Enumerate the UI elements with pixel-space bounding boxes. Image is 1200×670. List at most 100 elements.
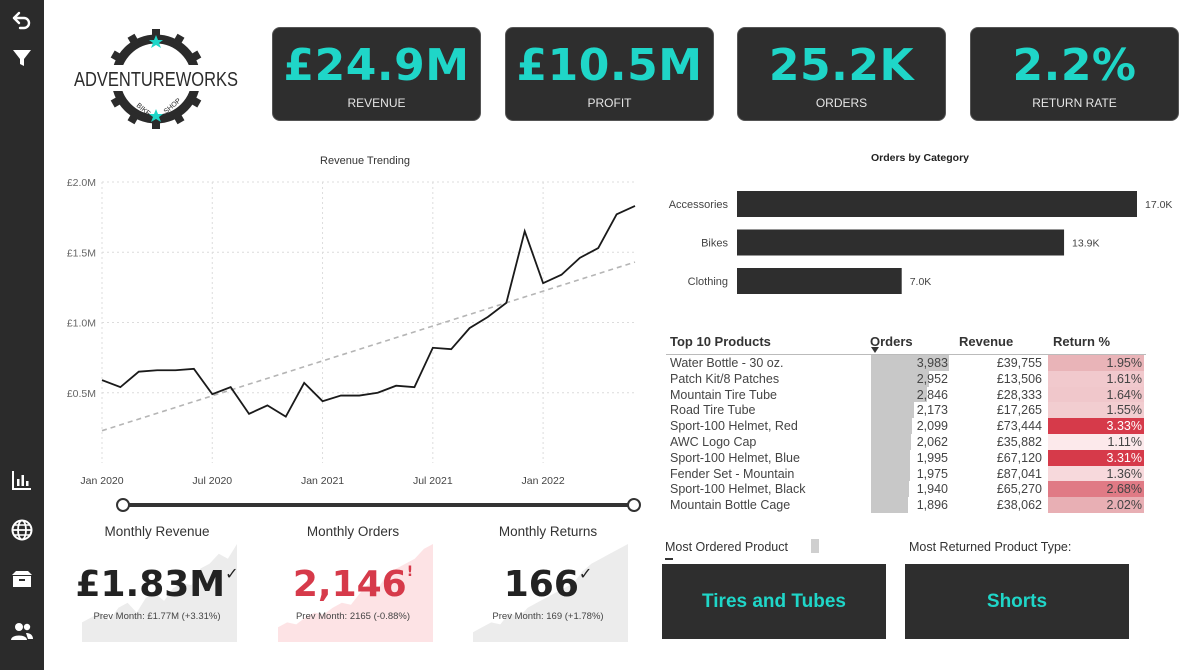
sparkline-area <box>473 544 628 642</box>
revenue-value: £67,120 <box>996 450 1042 465</box>
orders-value: 2,062 <box>916 434 948 449</box>
table-row[interactable]: Fender Set - Mountain 1,975 £87,041 1.36% <box>666 465 1146 482</box>
kpi-profit[interactable]: £10.5M PROFIT <box>505 27 714 121</box>
most-returned-label: Most Returned Product Type: <box>909 540 1072 554</box>
return-heat-cell <box>1048 497 1144 513</box>
kpi-return-rate[interactable]: 2.2% RETURN RATE <box>970 27 1179 121</box>
y-tick-label: £0.5M <box>67 388 96 400</box>
monthly-title: Monthly Revenue <box>104 524 210 539</box>
category-bar[interactable] <box>737 268 902 294</box>
orders-value: 1,975 <box>916 466 948 481</box>
return-value: 1.11% <box>1107 434 1142 449</box>
small-indicator <box>811 539 819 553</box>
table-row[interactable]: Mountain Tire Tube 2,846 £28,333 1.64% <box>666 386 1146 403</box>
return-heat-cell <box>1048 433 1144 450</box>
sparkline-area <box>82 544 237 642</box>
bar-chart-icon[interactable] <box>8 466 36 494</box>
table-row[interactable]: AWC Logo Cap 2,062 £35,882 1.11% <box>666 433 1146 450</box>
most-returned-card[interactable]: Shorts <box>905 564 1129 639</box>
return-heat-cell <box>1048 449 1144 466</box>
monthly-returns-card[interactable]: Monthly Returns 166✓ Prev Month: 169 (+1… <box>453 520 643 642</box>
monthly-title: Monthly Returns <box>498 524 598 539</box>
revenue-trending-chart[interactable]: £0.5M £1.0M £1.5M £2.0M Jan 2020 Jul 2020 Jan … <box>60 170 650 530</box>
kpi-label: ORDERS <box>815 96 868 110</box>
return-heat-cell <box>1048 481 1144 498</box>
col-header-orders[interactable]: Orders <box>870 334 913 349</box>
most-returned-value: Shorts <box>986 590 1048 612</box>
orders-value: 2,952 <box>916 371 948 386</box>
orders-value: 1,995 <box>916 450 948 465</box>
orders-databar <box>871 370 929 387</box>
return-value: 2.68% <box>1106 482 1142 497</box>
table-row[interactable]: Road Tire Tube 2,173 £17,265 1.55% <box>666 402 1146 419</box>
sidebar <box>0 0 44 670</box>
table-row[interactable]: Water Bottle - 30 oz. 3,983 £39,755 1.95% <box>666 355 1146 371</box>
orders-value: 1,896 <box>916 498 948 513</box>
table-row[interactable]: Sport-100 Helmet, Red 2,099 £73,444 3.33% <box>666 418 1146 434</box>
monthly-orders-card[interactable]: Monthly Orders 2,146! Prev Month: 2165 (… <box>258 520 448 642</box>
return-heat-cell <box>1048 465 1144 482</box>
product-name: Patch Kit/8 Patches <box>670 371 780 386</box>
x-tick-label: Jan 2021 <box>301 475 344 487</box>
monthly-value: £1.83M✓ <box>75 564 239 605</box>
kpi-revenue[interactable]: £24.9M REVENUE <box>272 27 481 121</box>
most-ordered-label: Most Ordered Product <box>665 540 788 554</box>
users-icon[interactable] <box>8 617 36 645</box>
product-name: Sport-100 Helmet, Black <box>670 482 806 497</box>
orders-value: 3,983 <box>916 356 948 370</box>
category-value-label: 7.0K <box>910 276 932 288</box>
kpi-value: 25.2K <box>768 40 915 91</box>
slider-handle-end[interactable] <box>627 498 641 512</box>
orders-databar <box>871 449 911 466</box>
slider-handle-start[interactable] <box>116 498 130 512</box>
orders-value: 2,846 <box>916 387 948 402</box>
y-tick-label: £1.0M <box>67 318 96 330</box>
orders-databar <box>871 386 927 403</box>
category-label: Bikes <box>701 238 728 250</box>
return-heat-cell <box>1048 386 1144 403</box>
orders-databar <box>871 465 910 482</box>
table-row[interactable]: Mountain Bottle Cage 1,896 £38,062 2.02% <box>666 497 1146 513</box>
return-value: 2.02% <box>1106 498 1142 513</box>
kpi-label: PROFIT <box>587 96 632 110</box>
table-row[interactable]: Sport-100 Helmet, Blue 1,995 £67,120 3.31% <box>666 449 1146 466</box>
return-value: 1.61% <box>1106 371 1142 386</box>
col-header-return[interactable]: Return % <box>1053 334 1111 349</box>
monthly-value: 166✓ <box>503 564 593 605</box>
orders-by-category-chart[interactable]: Accessories 17.0K Bikes 13.9K Clothing 7.0K <box>660 180 1180 305</box>
product-name: AWC Logo Cap <box>670 434 757 449</box>
category-bar[interactable] <box>737 229 1065 256</box>
return-heat-cell <box>1048 418 1144 434</box>
y-tick-label: £1.5M <box>67 247 96 259</box>
revenue-value: £73,444 <box>996 419 1042 434</box>
table-row[interactable]: Sport-100 Helmet, Black 1,940 £65,270 2.68% <box>666 481 1146 498</box>
product-name: Fender Set - Mountain <box>670 466 795 481</box>
revenue-line[interactable] <box>101 205 636 418</box>
most-ordered-value: Tires and Tubes <box>702 590 846 612</box>
sparkline-area <box>278 544 433 642</box>
adventureworks-logo: ADVENTUREWORKS BIKE SHOP <box>68 28 244 130</box>
orders-value: 1,940 <box>916 482 948 497</box>
monthly-revenue-card[interactable]: Monthly Revenue £1.83M✓ Prev Month: £1.7… <box>62 520 252 642</box>
underline-mark <box>665 558 673 560</box>
y-tick-label: £2.0M <box>67 177 96 189</box>
col-header-product[interactable]: Top 10 Products <box>670 334 771 349</box>
box-icon[interactable] <box>8 565 36 593</box>
category-value-label: 17.0K <box>1145 199 1172 211</box>
table-row[interactable]: Patch Kit/8 Patches 2,952 £13,506 1.61% <box>666 370 1146 387</box>
product-name: Sport-100 Helmet, Blue <box>670 450 800 465</box>
orders-databar <box>871 497 909 513</box>
kpi-orders[interactable]: 25.2K ORDERS <box>737 27 946 121</box>
most-ordered-card[interactable]: Tires and Tubes <box>662 564 886 639</box>
filter-icon[interactable] <box>8 44 36 72</box>
return-value: 1.64% <box>1106 387 1142 402</box>
monthly-title: Monthly Orders <box>306 524 400 539</box>
orders-databar <box>871 355 949 371</box>
col-header-revenue[interactable]: Revenue <box>959 334 1014 349</box>
return-value: 3.31% <box>1106 450 1142 465</box>
orders-databar <box>871 481 909 498</box>
globe-icon[interactable] <box>8 516 36 544</box>
undo-icon[interactable] <box>8 6 36 34</box>
sort-desc-icon[interactable] <box>871 347 879 353</box>
category-bar[interactable] <box>737 191 1137 217</box>
